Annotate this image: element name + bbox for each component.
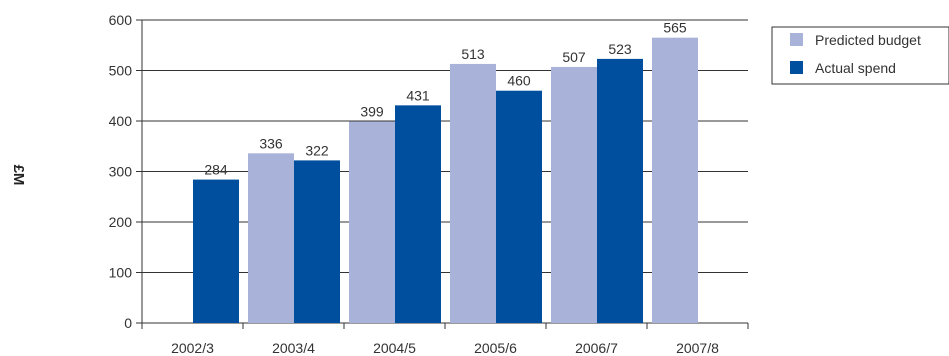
x-axis: 2002/3 2003/4 2004/5 2005/6 2006/7 2007/8 xyxy=(136,322,749,356)
y-tick-label: 600 xyxy=(109,12,133,28)
data-label: 431 xyxy=(406,87,430,103)
y-tick-label: 0 xyxy=(124,315,132,331)
data-label: 399 xyxy=(360,104,384,120)
legend-label-predicted-budget: Predicted budget xyxy=(815,32,921,48)
data-label: 523 xyxy=(608,41,632,57)
bar-actual-spend xyxy=(294,160,340,323)
legend-swatch-actual-spend xyxy=(790,61,803,74)
bars xyxy=(193,37,698,324)
bar-predicted-budget xyxy=(551,66,597,323)
data-label: 507 xyxy=(562,49,586,65)
data-label: 322 xyxy=(305,142,329,158)
bar-predicted-budget xyxy=(349,121,395,323)
data-label: 460 xyxy=(507,73,531,89)
gridlines xyxy=(142,19,748,273)
bar-actual-spend xyxy=(395,105,441,323)
data-label: 565 xyxy=(663,20,687,36)
x-tick-label: 2003/4 xyxy=(272,340,315,356)
y-tick-label: 200 xyxy=(109,214,133,230)
x-tick-label: 2007/8 xyxy=(676,340,719,356)
data-labels: 336 399 513 507 565 284 322 431 460 523 xyxy=(204,20,687,178)
y-tick-label: 300 xyxy=(109,164,133,180)
y-axis: 0 100 200 300 400 500 600 xyxy=(109,12,143,331)
y-tick-label: 500 xyxy=(109,63,133,79)
x-tick-label: 2002/3 xyxy=(171,340,214,356)
legend-label-actual-spend: Actual spend xyxy=(815,60,896,76)
bar-predicted-budget xyxy=(248,153,294,323)
x-tick-label: 2004/5 xyxy=(373,340,416,356)
legend-swatch-predicted-budget xyxy=(790,33,803,46)
bar-actual-spend xyxy=(193,179,239,323)
x-tick-label: 2005/6 xyxy=(474,340,517,356)
legend: Predicted budget Actual spend xyxy=(771,26,949,85)
data-label: 336 xyxy=(259,135,283,151)
y-tick-label: 100 xyxy=(109,265,133,281)
data-label: 513 xyxy=(461,46,485,62)
bar-actual-spend xyxy=(597,58,643,323)
bar-actual-spend xyxy=(496,90,542,323)
y-axis-label: £M xyxy=(10,165,27,186)
x-tick-label: 2006/7 xyxy=(575,340,618,356)
bar-predicted-budget xyxy=(450,63,496,324)
bar-predicted-budget xyxy=(652,37,698,324)
y-tick-label: 400 xyxy=(109,113,133,129)
data-label: 284 xyxy=(204,162,228,178)
